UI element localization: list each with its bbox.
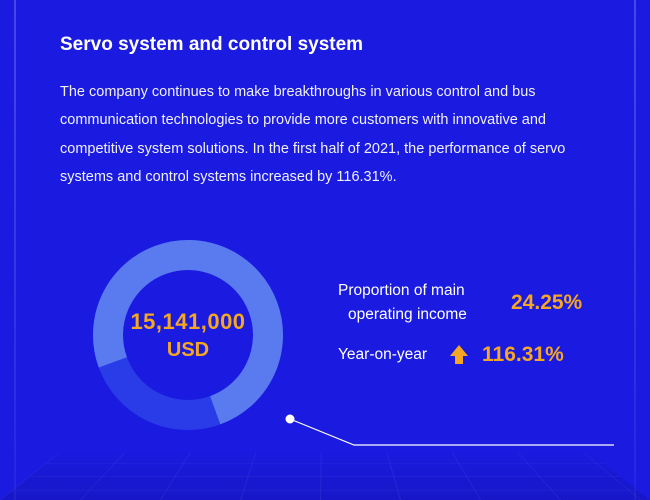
frame-left (14, 0, 16, 500)
stat-value: 24.25% (511, 291, 582, 315)
chart-row: 15,141,000 USD Proportion of main operat… (60, 235, 600, 445)
stat-row-yoy: Year-on-year 116.31% (338, 343, 638, 367)
stat-label-line2: operating income (338, 303, 503, 327)
grid-floor (0, 452, 650, 500)
donut-unit: USD (167, 339, 209, 362)
donut-chart: 15,141,000 USD (88, 235, 288, 435)
stat-label: Year-on-year (338, 343, 448, 367)
section-description: The company continues to make breakthrou… (60, 78, 600, 191)
stat-label: Proportion of main operating income (338, 279, 503, 327)
section-title: Servo system and control system (60, 34, 600, 56)
stat-value: 116.31% (482, 343, 564, 367)
arrow-up-icon (450, 345, 468, 365)
stat-label-line1: Proportion of main (338, 282, 465, 299)
stat-row-proportion: Proportion of main operating income 24.2… (338, 279, 638, 327)
callout-line (284, 391, 624, 451)
stat-label-line1: Year-on-year (338, 346, 427, 363)
frame-right (634, 0, 636, 500)
donut-center: 15,141,000 USD (88, 235, 288, 435)
donut-value: 15,141,000 (130, 309, 245, 335)
content-block: Servo system and control system The comp… (60, 34, 600, 201)
stats-block: Proportion of main operating income 24.2… (338, 279, 638, 383)
